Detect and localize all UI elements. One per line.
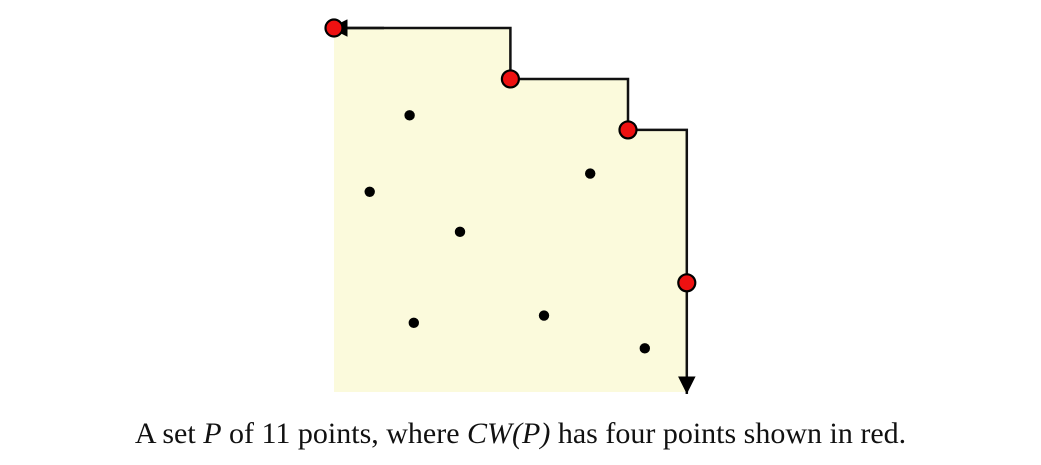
caption-prefix: A set: [134, 417, 204, 450]
caption-function-expr: CW(P): [467, 417, 551, 450]
red-point-1: [324, 18, 344, 38]
dominated-region: [334, 28, 687, 392]
black-point-6: [538, 310, 550, 321]
diagram: [324, 18, 697, 394]
caption-set-symbol: P: [203, 417, 222, 450]
caption-middle: of 11 points, where: [221, 417, 468, 450]
black-point-2: [364, 186, 375, 197]
figure-caption: A set P of 11 points, where CW(P) has fo…: [0, 414, 1041, 454]
red-point-3: [618, 120, 638, 140]
black-point-4: [585, 168, 596, 179]
black-point-3: [454, 226, 466, 238]
black-point-1: [404, 110, 415, 121]
staircase-line: [334, 26, 689, 283]
caption-suffix: has four points shown in red.: [550, 417, 907, 450]
black-point-7: [639, 343, 650, 354]
red-point-2: [500, 69, 520, 89]
red-point-4: [677, 273, 697, 293]
black-point-5: [408, 317, 419, 329]
